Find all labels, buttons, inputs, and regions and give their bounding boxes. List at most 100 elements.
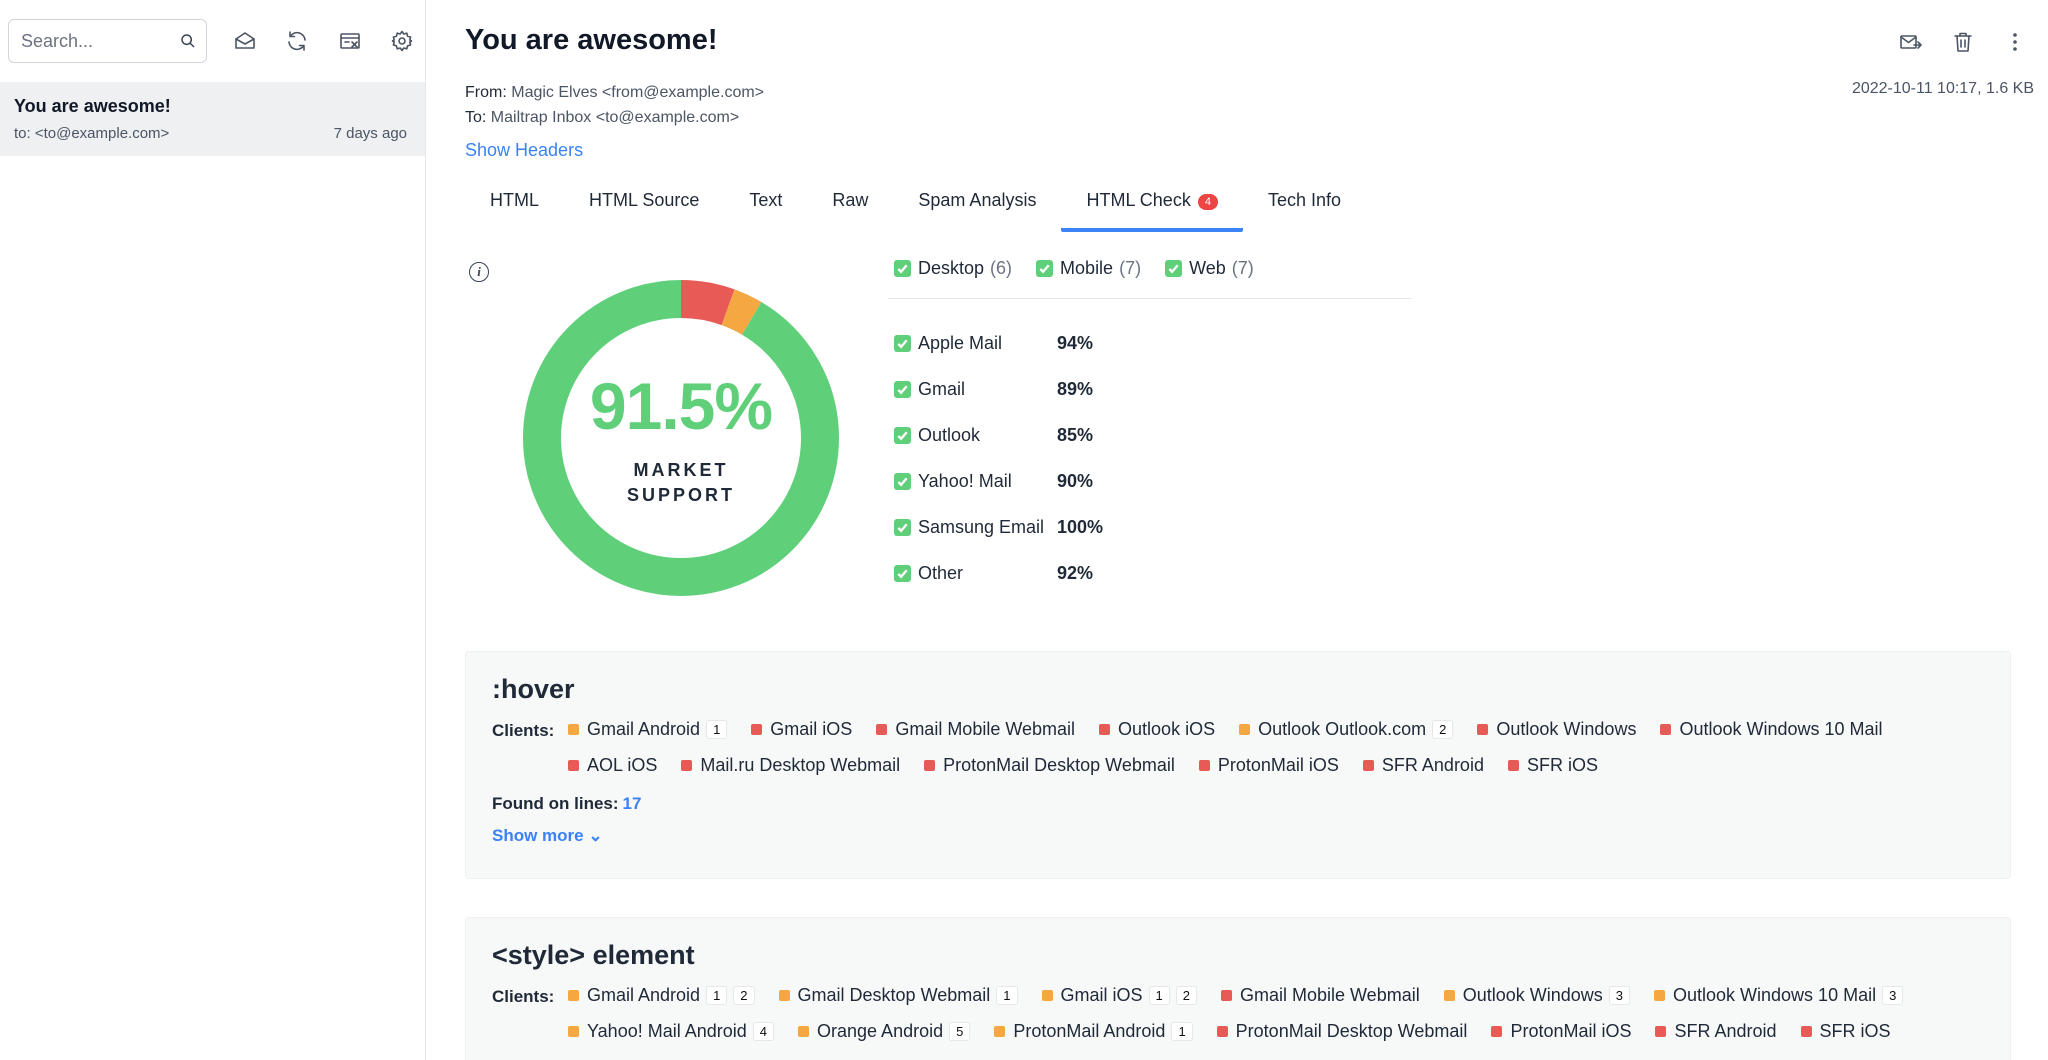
client-chip[interactable]: Gmail Mobile Webmail	[1220, 985, 1420, 1006]
tab-bar: HTML HTML Source Text Raw Spam Analysis …	[465, 180, 2047, 232]
filter-mobile[interactable]: Mobile (7)	[1036, 258, 1141, 279]
client-chip[interactable]: ProtonMail iOS	[1198, 755, 1339, 776]
client-row-gmail[interactable]: Gmail 89%	[894, 366, 1103, 412]
client-chip[interactable]: SFR Android	[1362, 755, 1484, 776]
client-chip[interactable]: SFR Android	[1655, 1021, 1777, 1042]
checkbox-checked-icon[interactable]	[894, 518, 911, 536]
footnote-marker[interactable]: 1	[706, 986, 728, 1005]
checkbox-checked-icon[interactable]	[894, 472, 911, 490]
tab-tech-info[interactable]: Tech Info	[1243, 180, 1366, 232]
footnote-marker[interactable]: 2	[1175, 986, 1197, 1005]
tab-html-source[interactable]: HTML Source	[564, 180, 724, 232]
tab-html[interactable]: HTML	[465, 180, 564, 232]
client-chip[interactable]: Outlook iOS	[1099, 719, 1215, 740]
client-chip[interactable]: SFR iOS	[1507, 755, 1598, 776]
line-number-link[interactable]: 17	[622, 794, 642, 813]
sidebar: You are awesome! to: <to@example.com> 7 …	[0, 0, 426, 1060]
footnote-marker[interactable]: 1	[1171, 1022, 1193, 1041]
market-support-donut	[523, 280, 839, 596]
trash-icon[interactable]	[1948, 28, 1978, 56]
footnote-marker[interactable]: 1	[1148, 986, 1170, 1005]
client-chip-name: Outlook iOS	[1118, 719, 1216, 739]
client-support-list: Apple Mail 94% Gmail 89% Outlook 85% Yah…	[894, 320, 1103, 596]
checkbox-checked-icon[interactable]	[894, 426, 911, 444]
footnote-marker[interactable]: 5	[949, 1022, 971, 1041]
client-chip[interactable]: Outlook Windows	[1477, 719, 1636, 740]
client-chip[interactable]: ProtonMail Desktop Webmail	[924, 755, 1175, 776]
checkbox-checked-icon[interactable]	[894, 260, 911, 277]
client-percentage: 92%	[1057, 562, 1094, 583]
client-chip[interactable]: ProtonMail Desktop Webmail	[1216, 1021, 1467, 1042]
more-options-icon[interactable]	[2000, 28, 2030, 56]
client-row-outlook[interactable]: Outlook 85%	[894, 412, 1103, 458]
tab-html-check[interactable]: HTML Check 4	[1061, 180, 1243, 232]
checkbox-checked-icon[interactable]	[1036, 260, 1054, 277]
refresh-icon[interactable]	[283, 26, 313, 56]
tab-spam-analysis[interactable]: Spam Analysis	[893, 180, 1061, 232]
client-chip[interactable]: Outlook Windows 3	[1443, 985, 1630, 1006]
client-chip[interactable]: Outlook Windows 10 Mail 3	[1654, 985, 1904, 1006]
client-chip[interactable]: Gmail Desktop Webmail 1	[778, 985, 1018, 1006]
client-chip[interactable]: SFR iOS	[1800, 1021, 1891, 1042]
tab-label: HTML	[490, 190, 539, 210]
checkbox-checked-icon[interactable]	[894, 334, 911, 352]
partial-status-icon	[1654, 990, 1665, 1001]
footnote-marker[interactable]: 1	[706, 720, 728, 739]
client-chip[interactable]: Orange Android 5	[798, 1021, 971, 1042]
client-chip-name: SFR Android	[1674, 1021, 1777, 1041]
client-row-apple-mail[interactable]: Apple Mail 94%	[894, 320, 1103, 366]
tab-raw[interactable]: Raw	[807, 180, 893, 232]
partial-status-icon	[568, 1026, 579, 1037]
client-chip[interactable]: Gmail iOS 1 2	[1041, 985, 1197, 1006]
checkbox-checked-icon[interactable]	[894, 564, 911, 582]
footnote-marker[interactable]: 4	[752, 1022, 775, 1041]
unsupported-status-icon	[1655, 1026, 1667, 1037]
tab-label: Spam Analysis	[918, 190, 1037, 210]
forward-email-icon[interactable]	[1896, 28, 1926, 56]
client-chip[interactable]: Gmail Android 1	[568, 719, 728, 740]
unsupported-status-icon	[1507, 760, 1519, 771]
info-icon[interactable]: i	[469, 262, 489, 282]
client-row-samsung-email[interactable]: Samsung Email 100%	[894, 504, 1103, 550]
show-more-link[interactable]: Show more ⌄	[492, 826, 603, 845]
tab-label: HTML Source	[589, 190, 700, 210]
message-time: 7 days ago	[333, 125, 407, 142]
clear-inbox-icon[interactable]	[335, 26, 365, 56]
settings-gear-icon[interactable]	[388, 26, 418, 56]
search-box[interactable]	[8, 19, 208, 63]
filter-desktop[interactable]: Desktop (6)	[894, 258, 1012, 279]
client-name: Yahoo! Mail	[918, 470, 1012, 491]
checkbox-checked-icon[interactable]	[1165, 260, 1183, 277]
filter-web[interactable]: Web (7)	[1165, 258, 1254, 279]
client-chip[interactable]: Outlook Windows 10 Mail	[1660, 719, 1883, 740]
footnote-marker[interactable]: 3	[1882, 986, 1904, 1005]
message-list-item[interactable]: You are awesome! to: <to@example.com> 7 …	[0, 82, 425, 156]
client-chip-name: Gmail iOS	[770, 719, 853, 739]
search-icon[interactable]	[180, 33, 196, 49]
client-chip[interactable]: Gmail Mobile Webmail	[876, 719, 1075, 740]
footnote-marker[interactable]: 1	[996, 986, 1018, 1005]
footnote-marker[interactable]: 3	[1608, 986, 1630, 1005]
show-headers-link[interactable]: Show Headers	[465, 140, 584, 160]
client-chip[interactable]: Mail.ru Desktop Webmail	[681, 755, 900, 776]
issue-count-badge: 4	[1197, 194, 1218, 210]
client-chip-list: Gmail Android 1 2 Gmail Desktop Webmail 1 Gma…	[568, 985, 1984, 1042]
client-chip[interactable]: ProtonMail Android 1	[994, 1021, 1193, 1042]
search-input[interactable]	[21, 30, 181, 52]
client-chip-name: Gmail iOS	[1060, 985, 1143, 1005]
client-chip[interactable]: Yahoo! Mail Android 4	[568, 1021, 775, 1042]
client-chip[interactable]: Gmail Android 1 2	[568, 985, 755, 1006]
client-chip[interactable]: ProtonMail iOS	[1491, 1021, 1631, 1042]
footnote-marker[interactable]: 2	[1432, 720, 1454, 739]
checkbox-checked-icon[interactable]	[894, 380, 911, 398]
client-chip[interactable]: Outlook Outlook.com 2	[1239, 719, 1454, 740]
client-chip[interactable]: AOL iOS	[568, 755, 657, 776]
client-chip[interactable]: Gmail iOS	[751, 719, 852, 740]
tab-text[interactable]: Text	[724, 180, 807, 232]
sidebar-toolbar	[0, 0, 425, 82]
unsupported-status-icon	[751, 724, 763, 735]
client-row-other[interactable]: Other 92%	[894, 550, 1103, 596]
footnote-marker[interactable]: 2	[733, 986, 755, 1005]
mark-read-icon[interactable]	[230, 26, 260, 56]
client-row-yahoo-mail[interactable]: Yahoo! Mail 90%	[894, 458, 1103, 504]
